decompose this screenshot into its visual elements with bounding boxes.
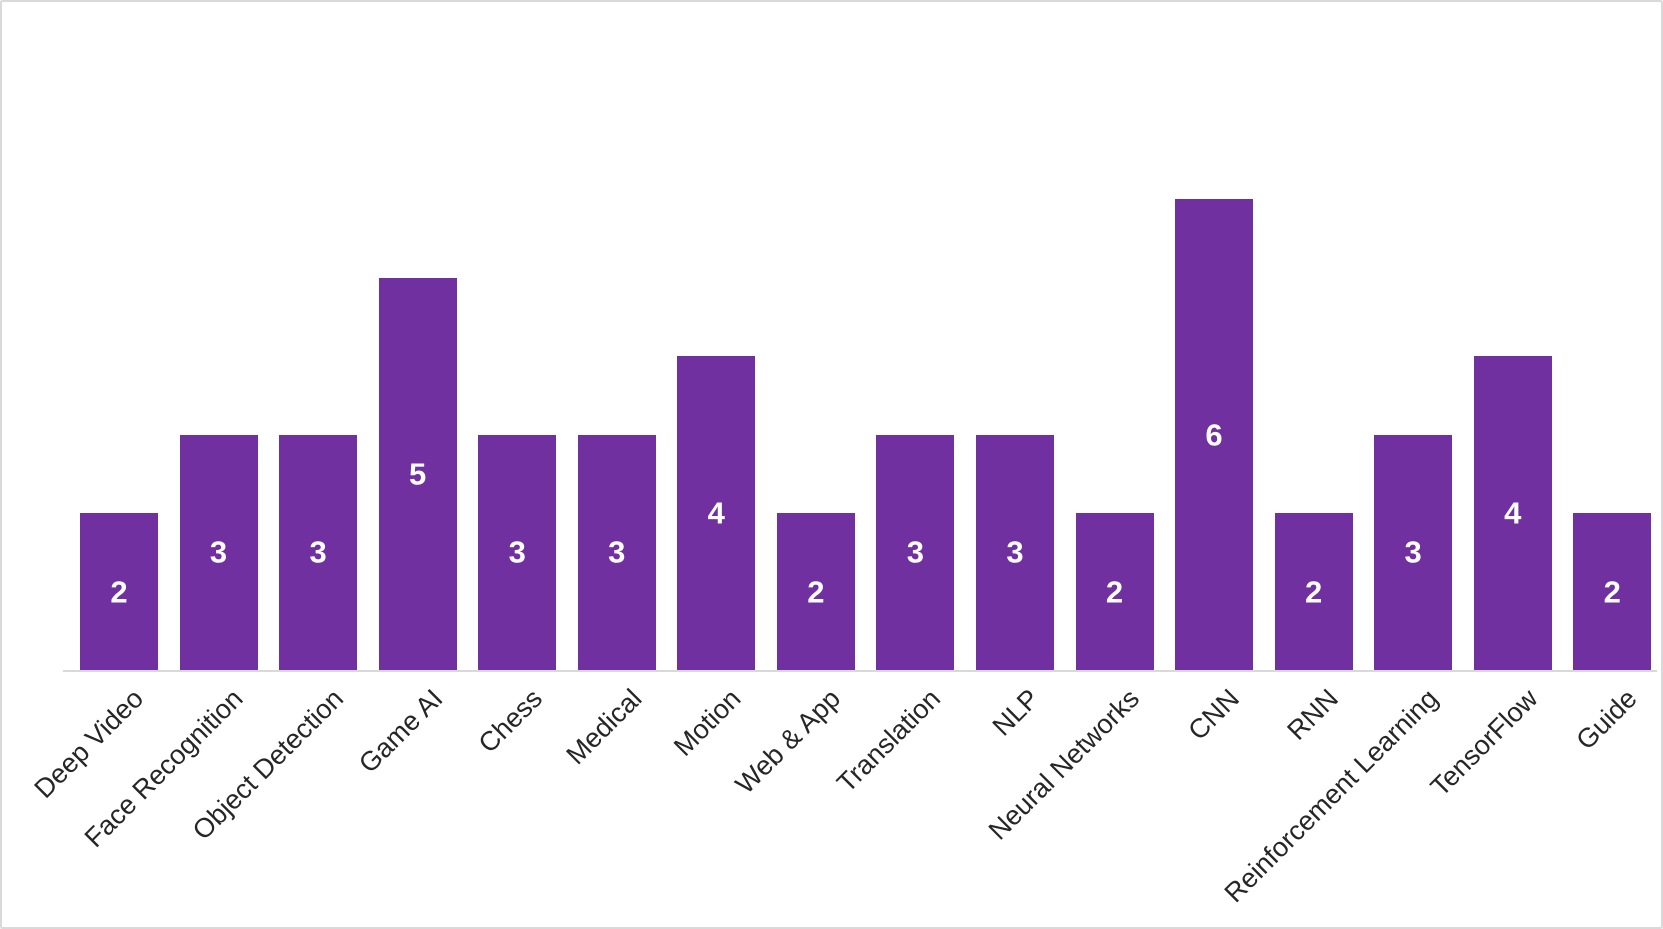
bar-value-label: 6 [1205, 417, 1223, 452]
bar-value-label: 5 [409, 456, 427, 492]
x-axis-label: Medical [560, 683, 648, 771]
bar: 2 [1274, 513, 1353, 670]
bar-value-label: 3 [1006, 534, 1024, 570]
bar: 3 [975, 434, 1054, 670]
bar-value-label: 2 [807, 574, 825, 609]
bar: 3 [876, 434, 955, 670]
bar: 4 [1473, 356, 1552, 670]
bar: 2 [1573, 513, 1652, 670]
bar: 2 [80, 513, 158, 670]
bar: 4 [677, 356, 756, 670]
x-axis-label: Translation [830, 683, 946, 799]
bar: 3 [179, 434, 258, 670]
x-axis-label: Game AI [352, 683, 449, 779]
x-axis-label: TensorFlow [1424, 683, 1544, 803]
bar: 2 [1075, 513, 1154, 670]
bar-value-label: 3 [906, 534, 925, 570]
bar-value-label: 2 [110, 574, 128, 609]
x-axis-label: RNN [1281, 683, 1345, 746]
x-axis-label: NLP [987, 683, 1046, 742]
bar-value-label: 3 [209, 534, 228, 570]
bar-value-label: 3 [608, 534, 626, 570]
bar-value-label: 4 [1504, 495, 1522, 531]
x-axis-label: Guide [1570, 683, 1643, 756]
bar: 3 [478, 434, 557, 670]
bar-value-label: 4 [707, 495, 725, 531]
bar: 3 [1374, 434, 1453, 670]
bar-value-label: 2 [1304, 574, 1323, 609]
x-axis-line [63, 670, 1657, 672]
bar: 2 [776, 513, 855, 670]
bar-value-label: 2 [1105, 574, 1124, 609]
bar: 6 [1175, 199, 1254, 670]
bar: 5 [378, 277, 457, 670]
bar: 3 [577, 434, 656, 670]
bar-value-label: 3 [309, 534, 327, 570]
bar-value-label: 3 [1404, 534, 1422, 570]
bar-value-label: 3 [508, 534, 526, 570]
bar-value-label: 2 [1603, 574, 1621, 609]
x-axis-label: Motion [668, 683, 747, 762]
x-axis-label: Chess [472, 683, 548, 759]
x-axis-label: CNN [1181, 683, 1245, 746]
bar: 3 [279, 434, 358, 670]
x-axis-label: Web & App [729, 683, 847, 800]
